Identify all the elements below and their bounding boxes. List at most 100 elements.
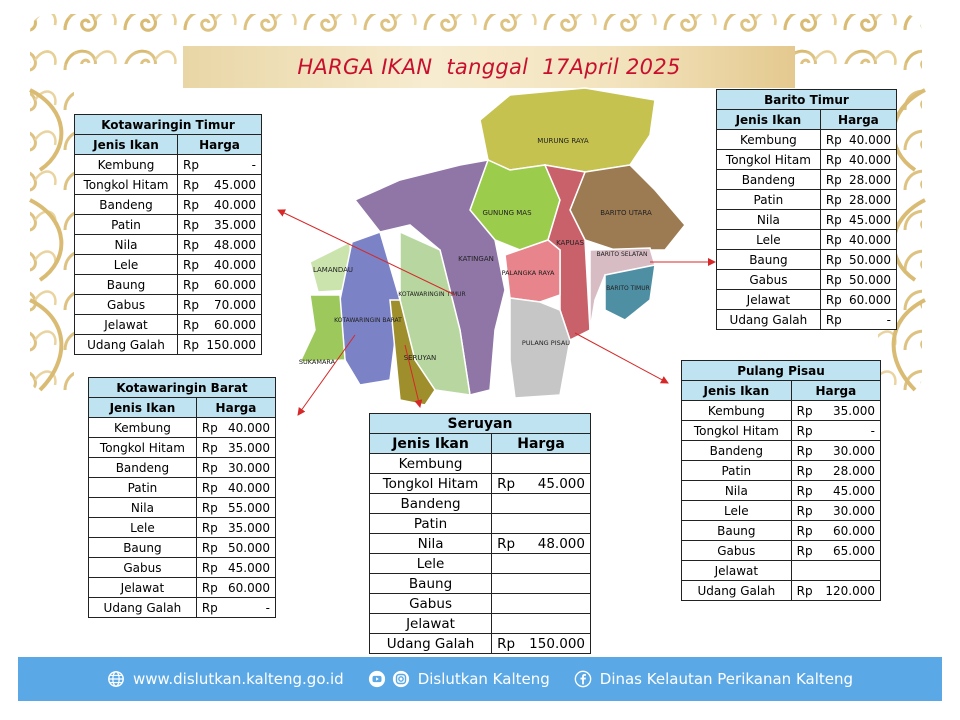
region-barito-timur <box>604 264 656 321</box>
footer-website-text: www.dislutkan.kalteng.go.id <box>132 670 344 688</box>
currency-label: Rp <box>796 483 813 498</box>
fish-price: Rp - <box>177 154 262 175</box>
fish-price: Rp 40.000 <box>195 417 277 438</box>
fish-price: Rp 30.000 <box>790 440 882 461</box>
price-cell: Rp 65.000 <box>792 544 880 558</box>
fish-name: Lele <box>681 500 792 521</box>
currency-label: Rp <box>825 172 842 187</box>
fish-name: Patin <box>73 214 179 235</box>
fish-name: Lele <box>716 229 821 250</box>
currency-label: Rp <box>796 463 813 478</box>
column-header-price: Harga <box>177 134 262 155</box>
fish-price: Rp 150.000 <box>177 334 262 355</box>
price-value: 40.000 <box>228 480 270 495</box>
label-murung-raya: MURUNG RAYA <box>537 137 589 145</box>
currency-label: Rp <box>183 177 199 192</box>
fish-name: Bandeng <box>716 169 821 190</box>
fish-price: Rp 45.000 <box>790 480 882 501</box>
price-cell: Rp 50.000 <box>197 541 275 555</box>
footer-social[interactable]: Dislutkan Kalteng <box>368 670 550 688</box>
label-seruyan: SERUYAN <box>404 354 437 362</box>
table-row: Bandeng Rp 30.000 <box>681 440 882 461</box>
fish-price: Rp 150.000 <box>491 633 591 654</box>
label-barito-utara: BARITO UTARA <box>600 209 652 217</box>
table-row: Baung <box>368 573 591 594</box>
table-row: Jelawat <box>681 560 882 581</box>
price-cell: Rp 35.000 <box>792 404 880 418</box>
fish-name: Jelawat <box>716 289 821 310</box>
label-lamandau: LAMANDAU <box>313 266 353 274</box>
footer-facebook[interactable]: Dinas Kelautan Perikanan Kalteng <box>574 670 853 688</box>
fish-price: Rp 65.000 <box>790 540 882 561</box>
fish-price <box>491 613 591 634</box>
price-value: 30.000 <box>228 460 270 475</box>
fish-name: Baung <box>368 573 493 594</box>
fish-name: Udang Galah <box>681 580 792 601</box>
price-cell: Rp 48.000 <box>492 536 590 552</box>
currency-label: Rp <box>497 535 516 552</box>
price-cell: Rp 35.000 <box>178 218 261 232</box>
table-row: Baung Rp 50.000 <box>88 537 277 558</box>
table-row: Bandeng Rp 28.000 <box>716 169 898 190</box>
fish-name: Gabus <box>681 540 792 561</box>
fish-name: Udang Galah <box>368 633 493 654</box>
fish-price: Rp 30.000 <box>790 500 882 521</box>
price-value: 40.000 <box>849 132 891 147</box>
fish-name: Kembung <box>716 129 821 150</box>
price-cell: Rp 40.000 <box>197 481 275 495</box>
currency-label: Rp <box>183 317 199 332</box>
price-value: - <box>870 423 875 438</box>
fish-name: Nila <box>368 533 493 554</box>
fish-price: Rp 120.000 <box>790 580 882 601</box>
fish-name: Gabus <box>73 294 179 315</box>
price-cell: Rp 40.000 <box>178 258 261 272</box>
price-cell: Rp 40.000 <box>197 421 275 435</box>
fish-name: Kembung <box>368 453 493 474</box>
fish-name: Lele <box>88 517 197 538</box>
label-kotawaringin-barat: KOTAWARINGIN BARAT <box>334 317 402 324</box>
price-value: 30.000 <box>833 503 875 518</box>
table-row: Jelawat <box>368 613 591 634</box>
currency-label: Rp <box>825 152 842 167</box>
table-row: Tongkol Hitam Rp - <box>681 420 882 441</box>
fish-name: Udang Galah <box>88 597 197 618</box>
price-value: 60.000 <box>228 580 270 595</box>
title-banner: HARGA IKAN tanggal 17April 2025 <box>183 46 795 88</box>
fish-name: Nila <box>73 234 179 255</box>
fish-name: Bandeng <box>88 457 197 478</box>
fish-name: Baung <box>681 520 792 541</box>
column-header-price: Harga <box>491 433 591 454</box>
table-row: Kembung Rp - <box>73 154 262 175</box>
fish-name: Tongkol Hitam <box>368 473 493 494</box>
table-row: Patin Rp 28.000 <box>716 189 898 210</box>
fish-price <box>491 553 591 574</box>
fish-name: Nila <box>716 209 821 230</box>
fish-price: Rp 35.000 <box>195 437 277 458</box>
table-row: Gabus Rp 45.000 <box>88 557 277 578</box>
column-header-price: Harga <box>790 380 882 401</box>
fish-price: Rp 28.000 <box>819 189 898 210</box>
table-row: Patin <box>368 513 591 534</box>
price-table-seruyan: Seruyan Jenis Ikan Harga Kembung Tongkol … <box>368 413 591 654</box>
price-value: 45.000 <box>228 560 270 575</box>
fish-price: Rp 40.000 <box>195 477 277 498</box>
fish-price: Rp 28.000 <box>790 460 882 481</box>
label-palangka-raya: PALANGKA RAYA <box>502 269 555 277</box>
table-row: Lele Rp 30.000 <box>681 500 882 521</box>
label-gunung-mas: GUNUNG MAS <box>482 209 532 217</box>
column-header-fish: Jenis Ikan <box>716 109 821 130</box>
price-value: 45.000 <box>537 475 585 492</box>
table-row: Baung Rp 60.000 <box>681 520 882 541</box>
fish-price: Rp - <box>819 309 898 330</box>
fish-name: Gabus <box>716 269 821 290</box>
region-pulang-pisau <box>509 297 571 399</box>
facebook-icon <box>574 670 592 688</box>
table-caption: Pulang Pisau <box>681 360 881 381</box>
table-row: Kembung <box>368 453 591 474</box>
table-row: Udang Galah Rp - <box>88 597 277 618</box>
price-value: 150.000 <box>206 337 256 352</box>
price-value: 60.000 <box>214 277 256 292</box>
currency-label: Rp <box>796 403 813 418</box>
footer-website[interactable]: www.dislutkan.kalteng.go.id <box>107 670 344 688</box>
price-value: 45.000 <box>833 483 875 498</box>
